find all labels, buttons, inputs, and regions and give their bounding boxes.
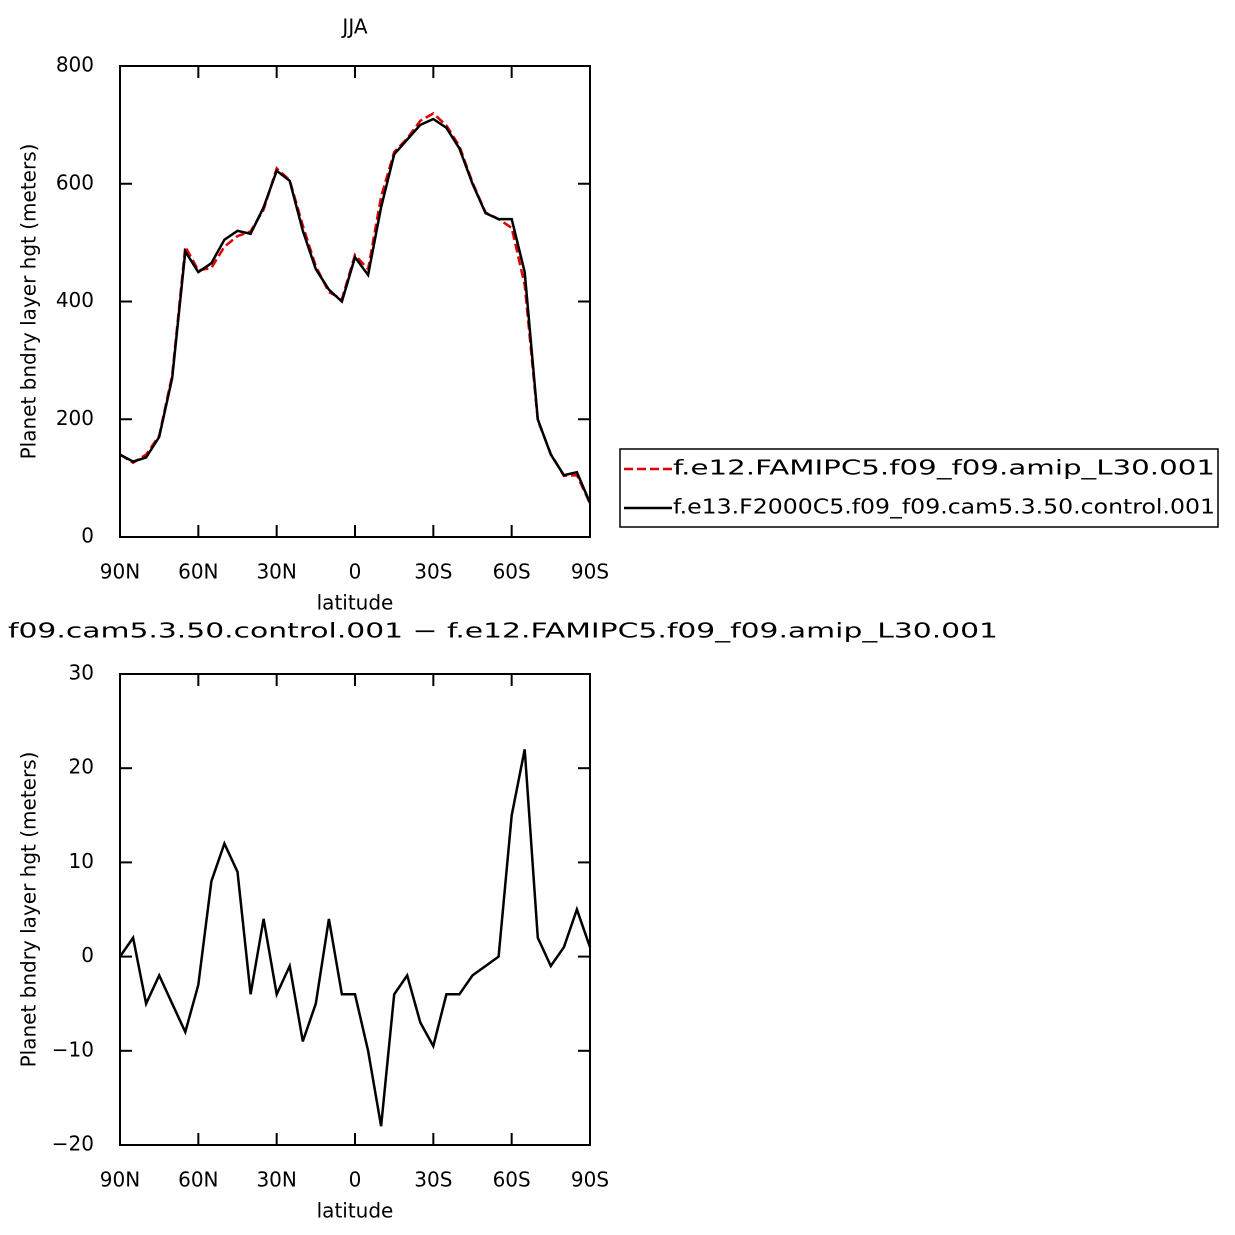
x-tick-label: 30S (414, 560, 452, 584)
y-tick-label: 0 (81, 943, 94, 967)
plot-frame (119, 65, 591, 538)
x-tick-label: 90S (571, 1168, 609, 1192)
y-tick-label: 600 (56, 170, 94, 194)
y-tick-label: 30 (69, 661, 94, 685)
y-tick-label: −20 (52, 1132, 94, 1156)
legend-label: f.e13.F2000C5.f09_f09.cam5.3.50.control.… (673, 495, 1215, 519)
x-tick-label: 90N (100, 560, 140, 584)
x-tick-label: 90S (571, 560, 609, 584)
x-tick-label: 60N (178, 560, 218, 584)
data-line (118, 749, 592, 1127)
plot-frame (119, 673, 591, 1146)
data-line (119, 111, 592, 504)
x-tick-label: 30S (414, 1168, 452, 1192)
y-tick-label: 0 (81, 524, 94, 548)
x-axis-label: latitude (317, 591, 394, 615)
y-tick-label: 400 (56, 288, 94, 312)
legend-label: f.e12.FAMIPC5.f09_f09.amip_L30.001 (673, 456, 1215, 480)
x-tick-label: 30N (256, 560, 296, 584)
y-tick-label: 20 (69, 755, 94, 779)
chart-title: f09.cam5.3.50.control.001 − f.e12.FAMIPC… (8, 619, 998, 643)
y-axis-label: Planet bndry layer hgt (meters) (17, 752, 41, 1068)
x-tick-label: 30N (256, 1168, 296, 1192)
chart-title: JJA (340, 15, 367, 39)
x-tick-label: 60S (493, 1168, 531, 1192)
y-axis-label: Planet bndry layer hgt (meters) (17, 144, 41, 460)
y-tick-label: 200 (56, 406, 94, 430)
x-tick-label: 0 (349, 560, 362, 584)
legend-box (619, 448, 1219, 528)
x-tick-label: 60N (178, 1168, 218, 1192)
y-tick-label: 800 (56, 53, 94, 77)
y-tick-label: 10 (69, 849, 94, 873)
x-axis-label: latitude (317, 1199, 394, 1223)
x-tick-label: 60S (493, 560, 531, 584)
x-tick-label: 0 (349, 1168, 362, 1192)
data-line (119, 117, 592, 504)
y-tick-label: −10 (52, 1037, 94, 1061)
x-tick-label: 90N (100, 1168, 140, 1192)
